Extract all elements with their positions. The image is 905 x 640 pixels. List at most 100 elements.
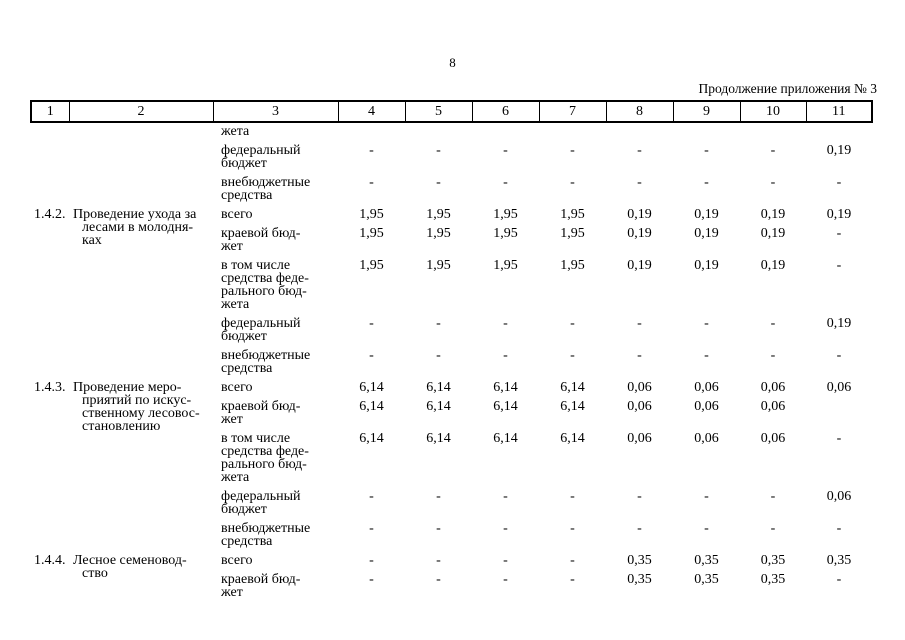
value-cell: -	[836, 431, 842, 446]
value-cell: -	[570, 572, 575, 587]
value-cell	[806, 122, 872, 138]
value-cell: -	[637, 489, 642, 504]
value-cell: -	[436, 489, 441, 504]
value-cell: 1,95	[359, 258, 384, 273]
column-number-header: 10	[739, 100, 807, 123]
value-cell: -	[369, 143, 374, 158]
table-row: 1.4.2. Проведение ухода за лесами в молод…	[31, 202, 872, 248]
value-cell: -	[369, 553, 374, 568]
value-cell: 6,14	[493, 380, 518, 395]
value-cell: -	[436, 316, 441, 331]
value-cell	[405, 122, 472, 138]
value-cell: 6,14	[560, 431, 585, 446]
value-cell: -	[770, 348, 776, 363]
value-cell: 6,14	[493, 431, 518, 446]
budget-source-label: в том числе средства феде- рального бюд-…	[221, 431, 309, 485]
value-cell: 0,06	[627, 399, 652, 414]
budget-source-label: краевой бюд- жет	[221, 572, 301, 600]
page-number: 8	[449, 55, 456, 70]
budget-source-label: краевой бюд- жет	[221, 226, 301, 254]
value-cell: -	[770, 143, 776, 158]
budget-source-label: в том числе средства феде- рального бюд-…	[221, 258, 309, 312]
value-cell	[606, 122, 673, 138]
value-cell: 0,35	[760, 553, 786, 568]
value-cell: 6,14	[560, 399, 585, 414]
value-cell: -	[570, 143, 575, 158]
item-name: Лесное семеновод- ство	[73, 553, 187, 581]
value-cell: 6,14	[426, 399, 451, 414]
value-cell: 1,95	[359, 207, 384, 222]
value-cell: -	[503, 572, 508, 587]
value-cell: -	[637, 143, 642, 158]
value-cell: -	[369, 521, 374, 536]
value-cell	[338, 122, 405, 138]
value-cell: 0,19	[694, 207, 719, 222]
table-row: 1.4.4. Лесное семеновод- ство всего - - - - 0,3…	[31, 548, 872, 581]
value-cell: 0,19	[760, 258, 786, 273]
value-cell: 0,06	[627, 380, 652, 395]
value-cell: 0,35	[694, 572, 719, 587]
value-cell: -	[436, 175, 441, 190]
budget-source-label: всего	[221, 553, 253, 568]
value-cell: 1,95	[560, 207, 585, 222]
value-cell: 0,06	[627, 431, 652, 446]
value-cell: 0,19	[627, 226, 652, 241]
column-number-header: 4	[337, 100, 406, 123]
value-cell: 0,19	[694, 226, 719, 241]
value-cell: 6,14	[359, 431, 384, 446]
budget-source-label: жета	[221, 124, 250, 139]
value-cell: -	[704, 489, 709, 504]
budget-source-label: краевой бюд- жет	[221, 399, 301, 427]
budget-source-label: федеральный бюджет	[221, 316, 301, 344]
value-cell: -	[704, 348, 709, 363]
value-cell: 0,19	[826, 316, 852, 331]
value-cell: -	[503, 521, 508, 536]
value-cell: -	[836, 572, 842, 587]
column-numbers-row: 1 2 3 4 5 6 7 8 9 10 11	[30, 100, 873, 123]
value-cell	[673, 122, 740, 138]
value-cell: 0,35	[826, 553, 852, 568]
budget-source-label: внебюджетные средства	[221, 175, 311, 203]
budget-source-label: внебюджетные средства	[221, 348, 311, 376]
value-cell: -	[369, 572, 374, 587]
value-cell: -	[704, 175, 709, 190]
value-cell: -	[770, 521, 776, 536]
value-cell: -	[503, 175, 508, 190]
column-number-header: 5	[404, 100, 473, 123]
value-cell: 0,35	[627, 553, 652, 568]
value-cell: -	[570, 348, 575, 363]
value-cell: 0,19	[760, 226, 786, 241]
column-number-header: 6	[471, 100, 540, 123]
value-cell: -	[570, 316, 575, 331]
table-row: 1.4.3. Проведение меро- приятий по искус-…	[31, 375, 872, 434]
value-cell	[806, 394, 872, 426]
table-row: федеральный бюджет - - - - - - - 0,06	[31, 484, 872, 517]
value-cell: -	[570, 489, 575, 504]
budget-source-label: всего	[221, 380, 253, 395]
value-cell: 0,35	[627, 572, 652, 587]
column-number-header: 2	[68, 100, 214, 123]
value-cell: -	[503, 143, 508, 158]
column-number-header: 3	[212, 100, 339, 123]
value-cell: 1,95	[493, 258, 518, 273]
value-cell: 0,06	[694, 399, 719, 414]
item-number	[31, 122, 69, 202]
value-cell: 0,06	[760, 399, 786, 414]
value-cell: 6,14	[359, 399, 384, 414]
value-cell: -	[436, 521, 441, 536]
value-cell: 0,19	[826, 143, 852, 158]
value-cell: 0,06	[826, 489, 852, 504]
item-name: Проведение меро- приятий по искус- ствен…	[73, 380, 200, 434]
value-cell: 6,14	[359, 380, 384, 395]
column-number-header: 11	[805, 100, 873, 123]
value-cell: 0,06	[826, 380, 852, 395]
item-name-cell	[69, 122, 213, 202]
value-cell: -	[836, 258, 842, 273]
value-cell: -	[770, 175, 776, 190]
value-cell: -	[770, 316, 776, 331]
value-cell: -	[503, 348, 508, 363]
item-number: 1.4.3.	[34, 380, 66, 395]
value-cell: -	[836, 175, 842, 190]
table-row: краевой бюд- жет 6,14 6,14 6,14 6,14 0,06 0,06…	[31, 394, 872, 427]
continuation-note: Продолжение приложения № 3	[698, 81, 877, 96]
